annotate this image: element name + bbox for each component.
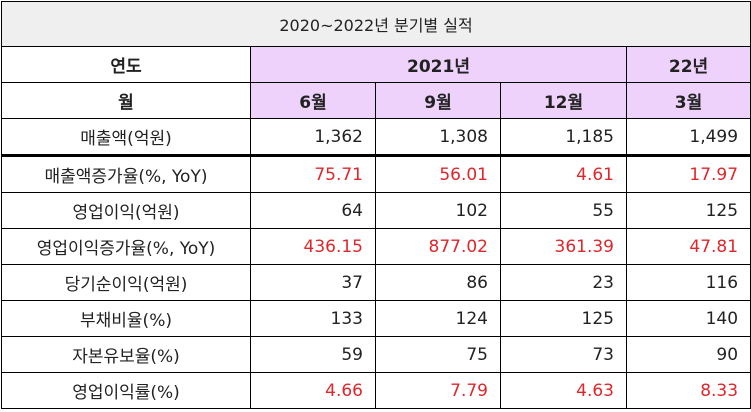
value-cell: 361.39 xyxy=(500,228,627,265)
value-cell: 1,308 xyxy=(375,118,501,157)
year-22-header: 22년 xyxy=(625,46,751,83)
month-header: 6월 xyxy=(250,82,376,119)
value-cell: 1,362 xyxy=(250,118,376,157)
row-label: 매출액증가율(%, YoY) xyxy=(1,155,251,193)
month-header: 9월 xyxy=(375,82,501,119)
value-cell: 1,499 xyxy=(625,118,751,157)
table-row: 부채비율(%) 133 124 125 140 xyxy=(1,300,751,337)
row-label: 매출액(억원) xyxy=(1,118,251,157)
value-cell: 75.71 xyxy=(250,155,376,193)
year-2021-header: 2021년 xyxy=(250,46,627,83)
value-cell: 140 xyxy=(625,300,751,337)
month-header: 3월 xyxy=(625,82,751,119)
value-cell: 1,185 xyxy=(500,118,627,157)
table-row: 영업이익(억원) 64 102 55 125 xyxy=(1,192,751,229)
value-cell: 37 xyxy=(250,264,376,301)
value-cell: 116 xyxy=(625,264,751,301)
value-cell: 4.66 xyxy=(250,372,376,409)
table-row: 매출액증가율(%, YoY) 75.71 56.01 4.61 17.97 xyxy=(1,155,751,193)
value-cell: 59 xyxy=(250,336,376,373)
row-label: 당기순이익(억원) xyxy=(1,264,251,301)
table-row: 영업이익률(%) 4.66 7.79 4.63 8.33 xyxy=(1,372,751,409)
value-cell: 436.15 xyxy=(250,228,376,265)
value-cell: 73 xyxy=(500,336,627,373)
value-cell: 56.01 xyxy=(375,155,501,193)
month-header: 12월 xyxy=(500,82,627,119)
row-label: 자본유보율(%) xyxy=(1,336,251,373)
value-cell: 877.02 xyxy=(375,228,501,265)
value-cell: 47.81 xyxy=(625,228,751,265)
value-cell: 7.79 xyxy=(375,372,501,409)
row-label: 영업이익(억원) xyxy=(1,192,251,229)
table-title: 2020~2022년 분기별 실적 xyxy=(0,1,751,47)
value-cell: 86 xyxy=(375,264,501,301)
value-cell: 102 xyxy=(375,192,501,229)
value-cell: 133 xyxy=(250,300,376,337)
row-label: 영업이익증가율(%, YoY) xyxy=(1,228,251,265)
value-cell: 23 xyxy=(500,264,627,301)
row-label: 부채비율(%) xyxy=(1,300,251,337)
value-cell: 75 xyxy=(375,336,501,373)
value-cell: 55 xyxy=(500,192,627,229)
value-cell: 90 xyxy=(625,336,751,373)
table-row: 영업이익증가율(%, YoY) 436.15 877.02 361.39 47.81 xyxy=(1,228,751,265)
value-cell: 8.33 xyxy=(625,372,751,409)
year-header-label: 연도 xyxy=(1,46,251,83)
value-cell: 4.63 xyxy=(500,372,627,409)
value-cell: 17.97 xyxy=(625,155,751,193)
table-row: 당기순이익(억원) 37 86 23 116 xyxy=(1,264,751,301)
value-cell: 4.61 xyxy=(500,155,627,193)
table-row: 매출액(억원) 1,362 1,308 1,185 1,499 xyxy=(1,118,751,157)
table-row: 자본유보율(%) 59 75 73 90 xyxy=(1,336,751,373)
value-cell: 125 xyxy=(625,192,751,229)
value-cell: 124 xyxy=(375,300,501,337)
month-header-label: 월 xyxy=(1,82,251,119)
value-cell: 125 xyxy=(500,300,627,337)
row-label: 영업이익률(%) xyxy=(1,372,251,409)
value-cell: 64 xyxy=(250,192,376,229)
